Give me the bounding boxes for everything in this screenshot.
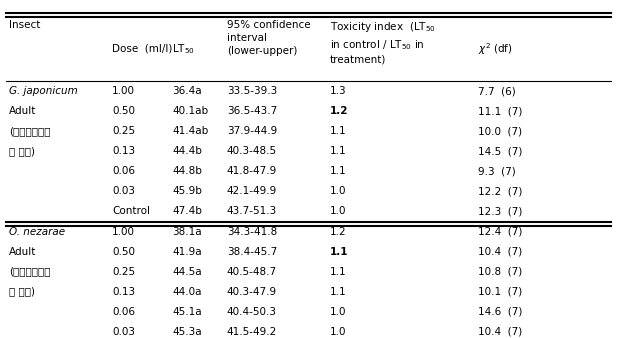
Text: 0.50: 0.50	[112, 246, 135, 257]
Text: 1.1: 1.1	[329, 126, 346, 136]
Text: Control: Control	[112, 207, 150, 216]
Text: 1.1: 1.1	[329, 287, 346, 297]
Text: 0.03: 0.03	[112, 327, 135, 337]
Text: 1.0: 1.0	[329, 207, 346, 216]
Text: 40.4-50.3: 40.4-50.3	[227, 307, 277, 317]
Text: 12.2  (7): 12.2 (7)	[478, 187, 522, 196]
Text: 41.4ab: 41.4ab	[173, 126, 209, 136]
Text: 1.00: 1.00	[112, 86, 135, 96]
Text: Toxicity index  (LT$_{50}$
in control / LT$_{50}$ in
treatment): Toxicity index (LT$_{50}$ in control / L…	[329, 20, 436, 65]
Text: 1.1: 1.1	[329, 166, 346, 176]
Text: 0.25: 0.25	[112, 267, 135, 276]
Text: 벌 성충): 벌 성충)	[9, 146, 35, 156]
Text: 33.5-39.3: 33.5-39.3	[227, 86, 277, 96]
Text: LT$_{50}$: LT$_{50}$	[173, 42, 196, 56]
Text: 44.0a: 44.0a	[173, 287, 202, 297]
Text: 1.2: 1.2	[329, 226, 346, 237]
Text: 36.4a: 36.4a	[173, 86, 202, 96]
Text: 1.0: 1.0	[329, 307, 346, 317]
Text: Adult: Adult	[9, 106, 36, 116]
Text: 1.3: 1.3	[329, 86, 346, 96]
Text: 12.3  (7): 12.3 (7)	[478, 207, 522, 216]
Text: 40.3-47.9: 40.3-47.9	[227, 287, 277, 297]
Text: (노린제강충종: (노린제강충종	[9, 126, 51, 136]
Text: 10.4  (7): 10.4 (7)	[478, 246, 522, 257]
Text: 34.3-41.8: 34.3-41.8	[227, 226, 277, 237]
Text: 0.13: 0.13	[112, 146, 135, 156]
Text: 45.1a: 45.1a	[173, 307, 202, 317]
Text: 42.1-49.9: 42.1-49.9	[227, 187, 277, 196]
Text: 1.00: 1.00	[112, 226, 135, 237]
Text: (노린제검정알: (노린제검정알	[9, 267, 51, 276]
Text: $\chi^2$ (df): $\chi^2$ (df)	[478, 41, 513, 57]
Text: Dose  (ml/l): Dose (ml/l)	[112, 44, 172, 54]
Text: 1.0: 1.0	[329, 187, 346, 196]
Text: 0.06: 0.06	[112, 307, 135, 317]
Text: 0.50: 0.50	[112, 106, 135, 116]
Text: 40.1ab: 40.1ab	[173, 106, 209, 116]
Text: 38.1a: 38.1a	[173, 226, 202, 237]
Text: 47.4b: 47.4b	[173, 207, 202, 216]
Text: 벌 성충): 벌 성충)	[9, 287, 35, 297]
Text: 10.1  (7): 10.1 (7)	[478, 287, 522, 297]
Text: 45.9b: 45.9b	[173, 187, 202, 196]
Text: 14.6  (7): 14.6 (7)	[478, 307, 522, 317]
Text: 37.9-44.9: 37.9-44.9	[227, 126, 277, 136]
Text: 0.13: 0.13	[112, 287, 135, 297]
Text: 10.4  (7): 10.4 (7)	[478, 327, 522, 337]
Text: 95% confidence
interval
(lower-upper): 95% confidence interval (lower-upper)	[227, 20, 310, 56]
Text: 44.8b: 44.8b	[173, 166, 202, 176]
Text: 41.8-47.9: 41.8-47.9	[227, 166, 277, 176]
Text: 36.5-43.7: 36.5-43.7	[227, 106, 277, 116]
Text: 38.4-45.7: 38.4-45.7	[227, 246, 277, 257]
Text: 1.2: 1.2	[329, 106, 348, 116]
Text: 1.1: 1.1	[329, 267, 346, 276]
Text: 43.7-51.3: 43.7-51.3	[227, 207, 277, 216]
Text: 14.5  (7): 14.5 (7)	[478, 146, 522, 156]
Text: 40.3-48.5: 40.3-48.5	[227, 146, 277, 156]
Text: 1.1: 1.1	[329, 246, 348, 257]
Text: 44.5a: 44.5a	[173, 267, 202, 276]
Text: 10.8  (7): 10.8 (7)	[478, 267, 522, 276]
Text: 1.0: 1.0	[329, 327, 346, 337]
Text: 41.5-49.2: 41.5-49.2	[227, 327, 277, 337]
Text: 10.0  (7): 10.0 (7)	[478, 126, 522, 136]
Text: 11.1  (7): 11.1 (7)	[478, 106, 522, 116]
Text: 1.1: 1.1	[329, 146, 346, 156]
Text: 7.7  (6): 7.7 (6)	[478, 86, 516, 96]
Text: 0.25: 0.25	[112, 126, 135, 136]
Text: Insect: Insect	[9, 20, 41, 30]
Text: 45.3a: 45.3a	[173, 327, 202, 337]
Text: 0.03: 0.03	[112, 187, 135, 196]
Text: G. japonicum: G. japonicum	[9, 86, 78, 96]
Text: 0.06: 0.06	[112, 166, 135, 176]
Text: O. nezarae: O. nezarae	[9, 226, 65, 237]
Text: 40.5-48.7: 40.5-48.7	[227, 267, 277, 276]
Text: 41.9a: 41.9a	[173, 246, 202, 257]
Text: 12.4  (7): 12.4 (7)	[478, 226, 522, 237]
Text: 44.4b: 44.4b	[173, 146, 202, 156]
Text: Adult: Adult	[9, 246, 36, 257]
Text: 9.3  (7): 9.3 (7)	[478, 166, 516, 176]
